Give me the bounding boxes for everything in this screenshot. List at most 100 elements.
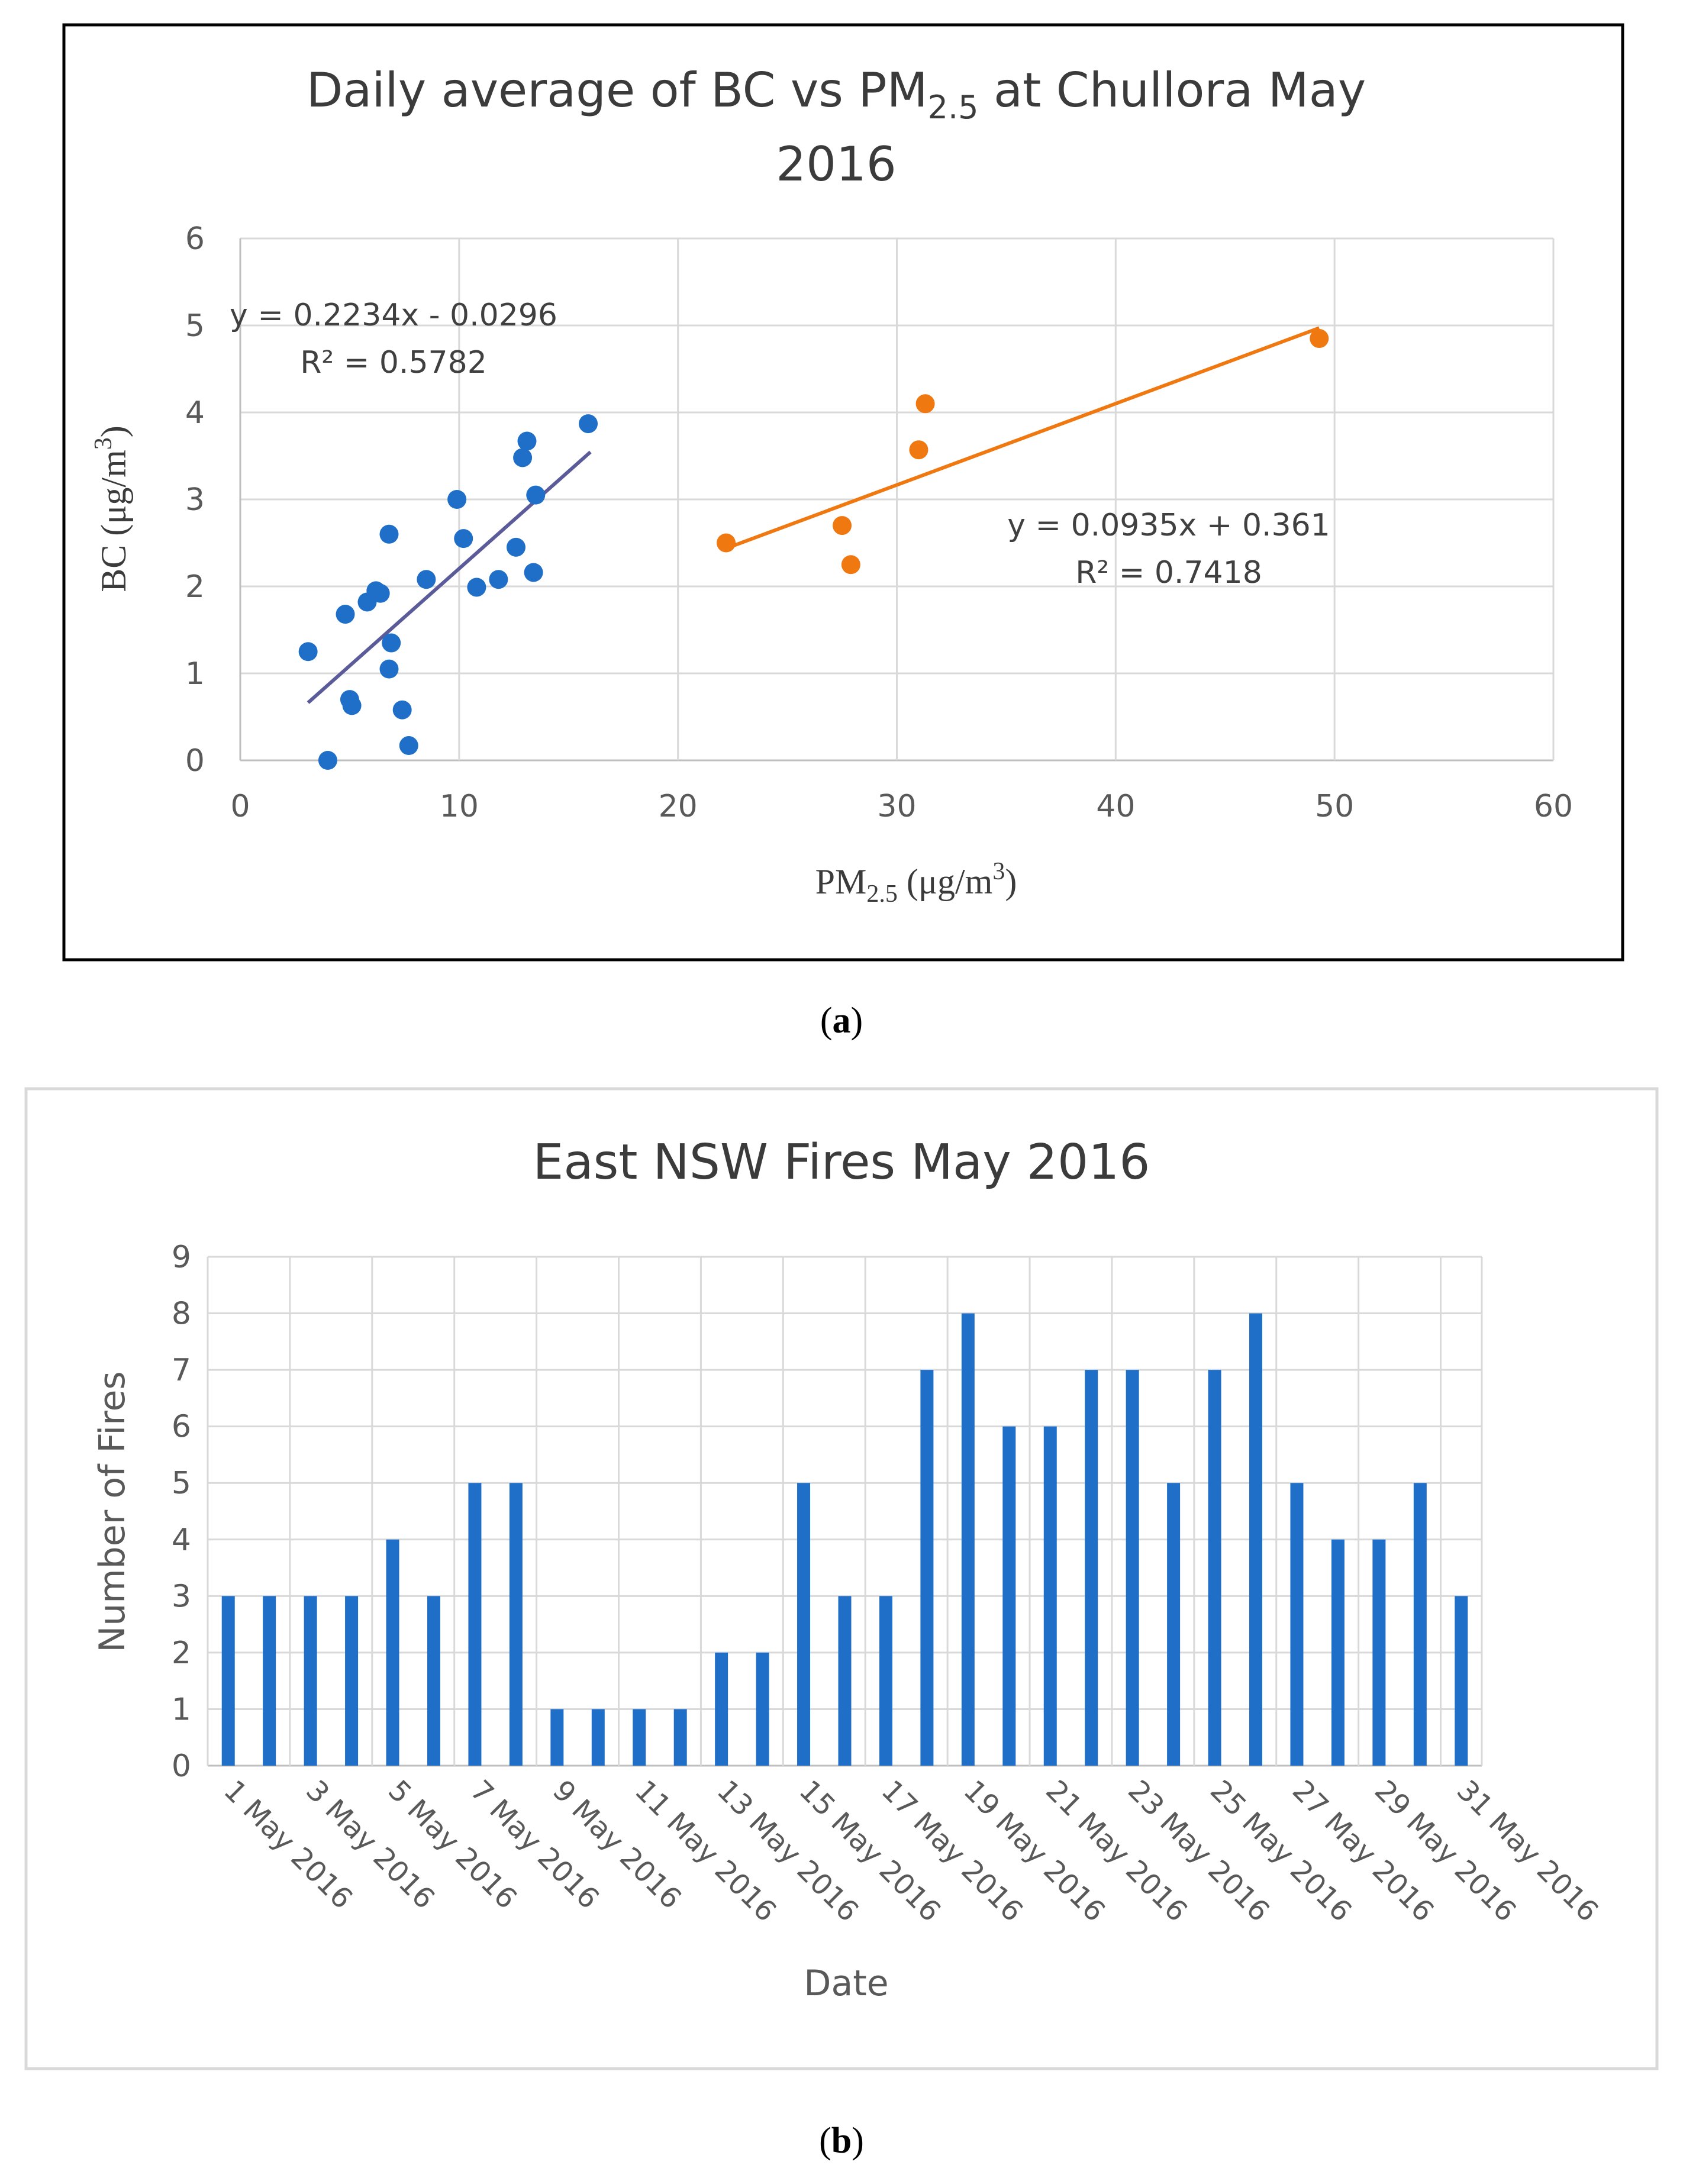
bar	[1043, 1426, 1057, 1766]
series-1-point	[447, 490, 467, 509]
a-x-tick-label: 0	[230, 789, 250, 824]
series-1-point	[454, 529, 473, 549]
series-2-point	[833, 516, 852, 535]
a-x-tick-label: 50	[1315, 789, 1354, 824]
b-y-tick-label: 4	[172, 1522, 191, 1558]
a-x-tick-label: 60	[1534, 789, 1573, 824]
b-y-tick-label: 0	[172, 1749, 191, 1784]
series-2-point	[915, 394, 935, 414]
bar	[920, 1370, 934, 1766]
series-1-point	[399, 736, 418, 756]
panel-b-bars	[221, 1313, 1468, 1766]
panel-b-x-axis-title: Date	[804, 1963, 888, 2004]
a-y-tick-label: 0	[185, 743, 205, 779]
series-1-point	[489, 570, 508, 589]
series-1-point	[370, 583, 390, 603]
bar	[345, 1596, 359, 1766]
series-1-point	[342, 696, 362, 715]
b-y-tick-label: 7	[172, 1353, 191, 1388]
bar	[879, 1596, 892, 1766]
series-2-trendline	[725, 326, 1320, 550]
bar	[756, 1652, 769, 1766]
panel-b-caption: (b)	[819, 2121, 864, 2161]
bar	[1290, 1483, 1304, 1766]
series-1-point	[506, 537, 525, 557]
series-1-point	[526, 485, 546, 505]
bar	[386, 1539, 399, 1766]
series-1-equation: y = 0.2234x - 0.0296	[230, 298, 557, 333]
bar	[1413, 1483, 1427, 1766]
series-2-r-squared: R² = 0.7418	[1075, 555, 1262, 591]
a-x-tick-label: 30	[877, 789, 916, 824]
bar	[1372, 1539, 1386, 1766]
panel-a-gridlines	[239, 237, 1555, 762]
bar	[1208, 1370, 1221, 1766]
series-1-point	[524, 563, 543, 582]
series-1-point	[579, 414, 598, 434]
b-y-tick-label: 2	[172, 1635, 191, 1671]
series-1-point	[513, 448, 533, 467]
bar	[304, 1596, 317, 1766]
a-y-tick-label: 4	[185, 395, 205, 431]
panel-a-y-axis-title: BC (μg/m3)	[90, 425, 133, 592]
bar	[427, 1596, 440, 1766]
series-1-point	[417, 570, 436, 589]
panel-a-x-tick-labels: 0 10 20 30 40 50 60	[230, 789, 1573, 824]
bar	[221, 1596, 235, 1766]
bar	[591, 1709, 605, 1766]
a-y-tick-label: 5	[185, 308, 205, 344]
series-1-point	[467, 578, 486, 597]
bar	[509, 1483, 523, 1766]
bar	[1085, 1370, 1098, 1766]
bar	[468, 1483, 482, 1766]
bar	[1455, 1596, 1468, 1766]
series-1-point	[379, 659, 399, 679]
a-x-tick-label: 10	[440, 789, 479, 824]
panel-a-x-axis-title: PM2.5 (μg/m3)	[815, 858, 1017, 908]
series-2-point	[841, 555, 860, 575]
bar	[1167, 1483, 1181, 1766]
panel-a-title-line1: Daily average of BC vs PM2.5 at Chullora…	[307, 63, 1366, 126]
a-x-tick-label: 20	[659, 789, 698, 824]
panel-a-frame	[62, 23, 1624, 962]
bar	[263, 1596, 276, 1766]
series-1-point	[382, 633, 401, 653]
a-y-tick-label: 6	[185, 221, 205, 257]
panel-a-caption: (a)	[820, 1001, 863, 1041]
bar	[1249, 1313, 1263, 1766]
panel-a-points	[298, 329, 1329, 770]
b-y-tick-label: 8	[172, 1296, 191, 1332]
bar	[797, 1483, 811, 1766]
series-1-point	[392, 700, 412, 720]
series-2-point	[1310, 329, 1329, 349]
series-2-equation: y = 0.0935x + 0.361	[1007, 508, 1330, 543]
a-y-tick-label: 1	[185, 656, 205, 692]
panel-a-title-line2: 2016	[776, 137, 897, 192]
panel-b-title: East NSW Fires May 2016	[533, 1134, 1150, 1191]
bar	[550, 1709, 564, 1766]
panel-b-y-tick-labels: 0 1 2 3 4 5 6 7 8 9	[172, 1240, 191, 1784]
series-2-point	[909, 440, 928, 460]
bar	[838, 1596, 852, 1766]
series-1-r-squared: R² = 0.5782	[300, 345, 487, 380]
b-y-tick-label: 1	[172, 1692, 191, 1727]
b-y-tick-label: 3	[172, 1579, 191, 1614]
series-1-point	[318, 751, 337, 770]
a-y-tick-label: 3	[185, 482, 205, 518]
bar	[673, 1709, 687, 1766]
bar	[1331, 1539, 1345, 1766]
series-2-point	[717, 533, 736, 553]
panel-a-y-tick-labels: 0 1 2 3 4 5 6	[185, 221, 205, 779]
series-1-point	[336, 605, 355, 624]
b-y-tick-label: 6	[172, 1409, 191, 1445]
series-1-point	[298, 642, 318, 662]
bar	[1002, 1426, 1016, 1766]
panel-b-y-axis-title: Number of Fires	[92, 1371, 133, 1652]
b-y-tick-label: 5	[172, 1466, 191, 1501]
bar	[961, 1313, 975, 1766]
bar	[715, 1652, 728, 1766]
bar	[1126, 1370, 1139, 1766]
bar	[633, 1709, 646, 1766]
panel-a-scatter-chart: Daily average of BC vs PM2.5 at Chullora…	[62, 23, 1624, 962]
